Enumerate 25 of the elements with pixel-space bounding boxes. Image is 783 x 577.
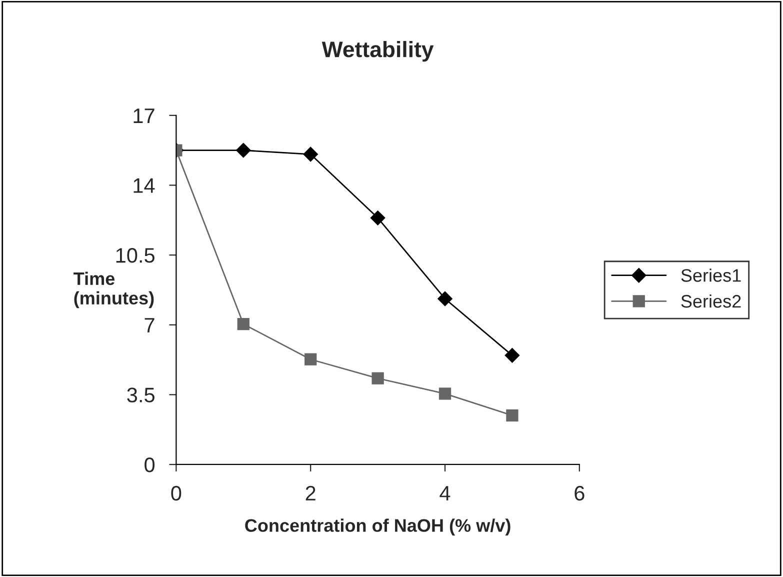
x-tick-label: 4	[440, 486, 450, 500]
y-tick-label: 10.5	[116, 248, 154, 263]
x-axis-title: Concentration of NaOH (% w/v)	[245, 518, 510, 536]
point	[372, 372, 384, 384]
point	[504, 348, 520, 363]
y-axis-title: Time (minutes)	[74, 272, 154, 308]
point	[237, 318, 250, 330]
chart-title: Wettability	[322, 40, 434, 62]
point	[438, 291, 452, 306]
y-tick-label: 7	[144, 318, 154, 332]
y-tick-label: 3.5	[127, 388, 154, 402]
x-tick-label: 2	[306, 486, 316, 500]
point	[304, 353, 317, 366]
x-tick-label: 0	[171, 486, 182, 501]
x-tick-label: 6	[574, 486, 584, 501]
point	[438, 388, 452, 400]
legend-label: Series2	[681, 294, 741, 308]
point	[303, 146, 318, 162]
point	[370, 210, 386, 226]
point	[506, 409, 518, 422]
y-tick-label: 17	[134, 108, 154, 123]
legend-label: Series1	[681, 268, 741, 282]
point	[236, 142, 251, 158]
y-tick-label: 0	[144, 457, 155, 472]
y-tick-label: 14	[134, 178, 155, 193]
